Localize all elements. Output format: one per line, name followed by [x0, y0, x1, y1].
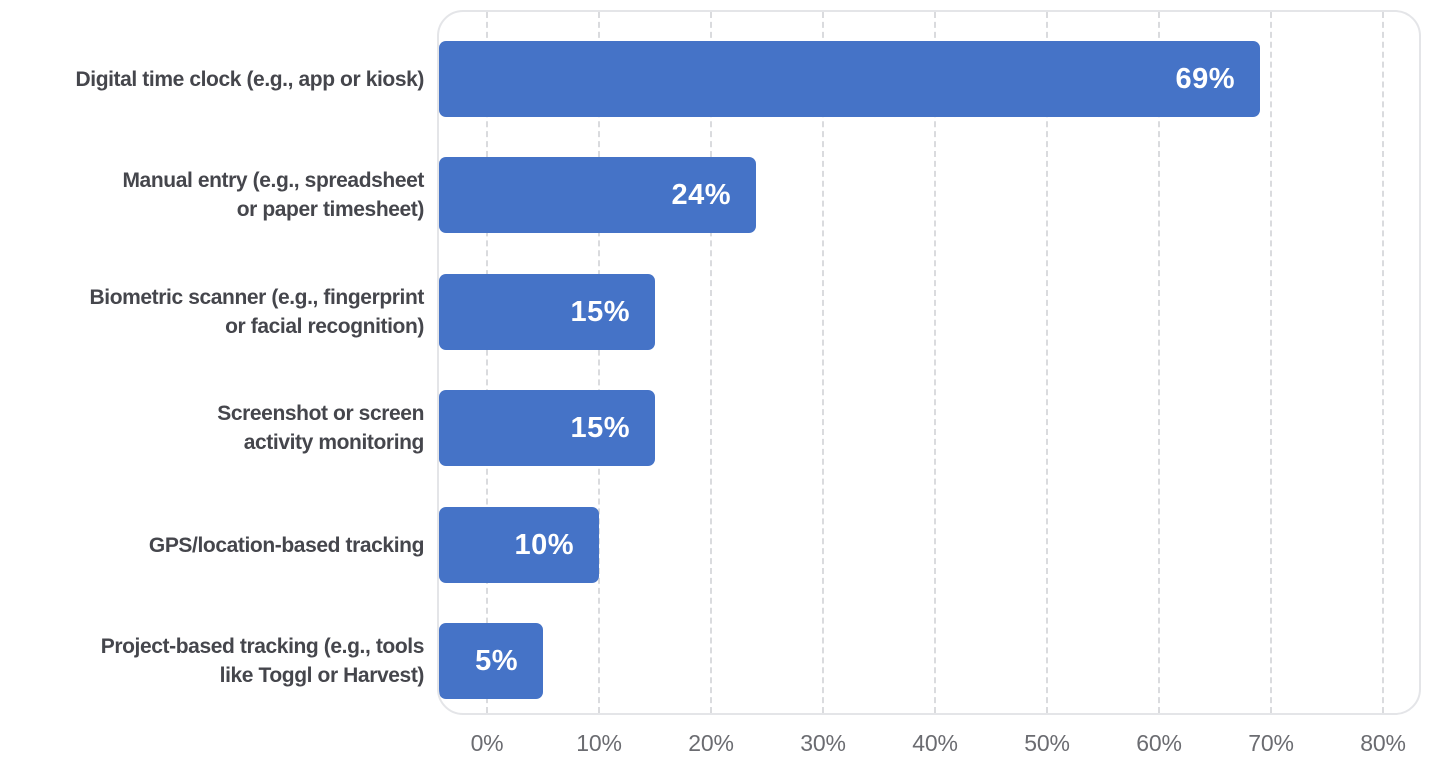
gridline: [1270, 12, 1272, 713]
x-tick-label: 60%: [1136, 730, 1182, 756]
gridline: [1158, 12, 1160, 713]
bar: 24%: [439, 157, 756, 233]
category-label: Digital time clock (e.g., app or kiosk): [75, 67, 425, 91]
bar-value-label: 15%: [570, 295, 630, 328]
gridline: [1046, 12, 1048, 713]
x-tick-label: 50%: [1024, 730, 1070, 756]
gridline: [934, 12, 936, 713]
gridline: [598, 12, 600, 713]
category-label: Project-based tracking (e.g., tools like…: [100, 635, 425, 687]
x-tick-label: 10%: [576, 730, 622, 756]
bar-value-label: 5%: [475, 644, 518, 677]
bar: 10%: [439, 507, 599, 583]
x-tick-label: 0%: [470, 730, 504, 756]
x-tick-label: 70%: [1248, 730, 1294, 756]
x-tick-label: 40%: [912, 730, 958, 756]
category-label: Screenshot or screen activity monitoring: [217, 402, 424, 454]
bar: 15%: [439, 274, 655, 350]
gridline: [1382, 12, 1384, 713]
category-label: Biometric scanner (e.g., fingerprint or …: [89, 286, 425, 338]
bar: 5%: [439, 623, 543, 699]
category-labels: Digital time clock (e.g., app or kiosk) M…: [0, 12, 425, 717]
x-tick-label: 80%: [1360, 730, 1406, 756]
plot-area: 69% 24% 15% 15% 10% 5%: [437, 10, 1421, 715]
gridline: [710, 12, 712, 713]
gridline: [822, 12, 824, 713]
category-label: Manual entry (e.g., spreadsheet or paper…: [122, 169, 424, 221]
bar-value-label: 69%: [1175, 62, 1235, 95]
x-tick-label: 30%: [800, 730, 846, 756]
category-label: GPS/location-based tracking: [148, 533, 425, 557]
bar-value-label: 15%: [570, 411, 630, 444]
bar: 15%: [439, 390, 655, 466]
bar-value-label: 24%: [671, 178, 731, 211]
bar: 69%: [439, 41, 1260, 117]
bar-value-label: 10%: [514, 528, 574, 561]
x-tick-label: 20%: [688, 730, 734, 756]
x-axis: 0% 10% 20% 30% 40% 50% 60% 70% 80%: [0, 730, 1440, 764]
gridline: [486, 12, 488, 713]
